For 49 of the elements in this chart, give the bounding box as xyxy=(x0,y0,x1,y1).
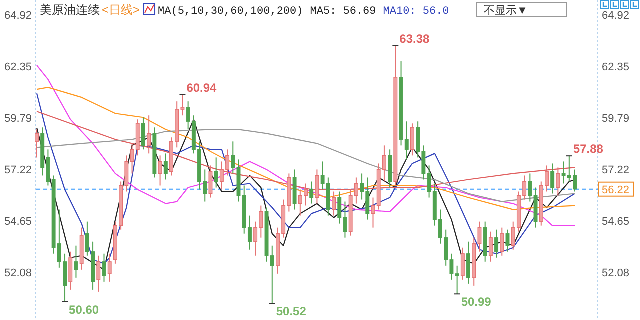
candlestick xyxy=(488,231,493,262)
y2-tick-label: 57.22 xyxy=(602,164,630,176)
candlestick xyxy=(455,265,460,295)
candlestick xyxy=(315,169,320,204)
candlestick xyxy=(214,157,218,188)
candlestick xyxy=(74,245,78,278)
y2-tick-label: 62.35 xyxy=(602,62,630,74)
y2-tick-label: 52.08 xyxy=(602,267,630,280)
y-tick-label: 64.92 xyxy=(4,10,32,22)
candlestick xyxy=(332,191,336,216)
y2-tick-label: 59.79 xyxy=(602,112,630,125)
annotation: 50.60 xyxy=(69,302,100,317)
annotation: 不显示▼ xyxy=(484,5,528,17)
candlestick xyxy=(506,229,510,252)
candlestick xyxy=(528,173,532,202)
candlestick xyxy=(147,115,152,154)
annotation: 57.88 xyxy=(573,142,604,156)
annotation: MA10: 56.0 xyxy=(383,6,450,18)
y2-tick-label: 54.65 xyxy=(602,216,630,228)
y-tick-label: 52.08 xyxy=(4,267,32,280)
candlestick xyxy=(96,255,101,292)
candlestick xyxy=(460,247,465,280)
y-tick-label: 57.22 xyxy=(4,164,32,176)
candlestick xyxy=(108,253,112,282)
annotation: 50.99 xyxy=(461,295,492,310)
candlestick xyxy=(35,129,39,158)
candlestick xyxy=(102,253,106,282)
chart-subtitle: <日线> xyxy=(102,3,140,17)
candlestick xyxy=(158,155,162,186)
y-tick-label: 59.79 xyxy=(4,112,32,125)
candlestick xyxy=(208,165,213,198)
candlestick xyxy=(142,117,146,150)
chart-title: 美原油连续 xyxy=(40,3,100,17)
ref-line-label: 56.22 xyxy=(602,184,630,196)
candlestick xyxy=(500,227,504,256)
y-tick-label: 62.35 xyxy=(4,62,32,74)
y2-tick-label: 64.92 xyxy=(602,10,630,22)
candlestick xyxy=(494,229,499,258)
annotation: 50.52 xyxy=(276,304,307,319)
candlestick xyxy=(410,123,414,156)
candlestick xyxy=(550,163,555,194)
candlestick xyxy=(310,181,314,204)
annotation: MA5: 56.69 xyxy=(310,6,376,18)
y-tick-label: 54.65 xyxy=(4,216,32,228)
annotation: MA(5,10,30,60,100,200) xyxy=(158,6,304,18)
candlestick xyxy=(556,167,560,196)
annotation: 63.38 xyxy=(400,32,430,46)
candlestick xyxy=(164,153,168,180)
annotation: 60.94 xyxy=(186,80,218,95)
